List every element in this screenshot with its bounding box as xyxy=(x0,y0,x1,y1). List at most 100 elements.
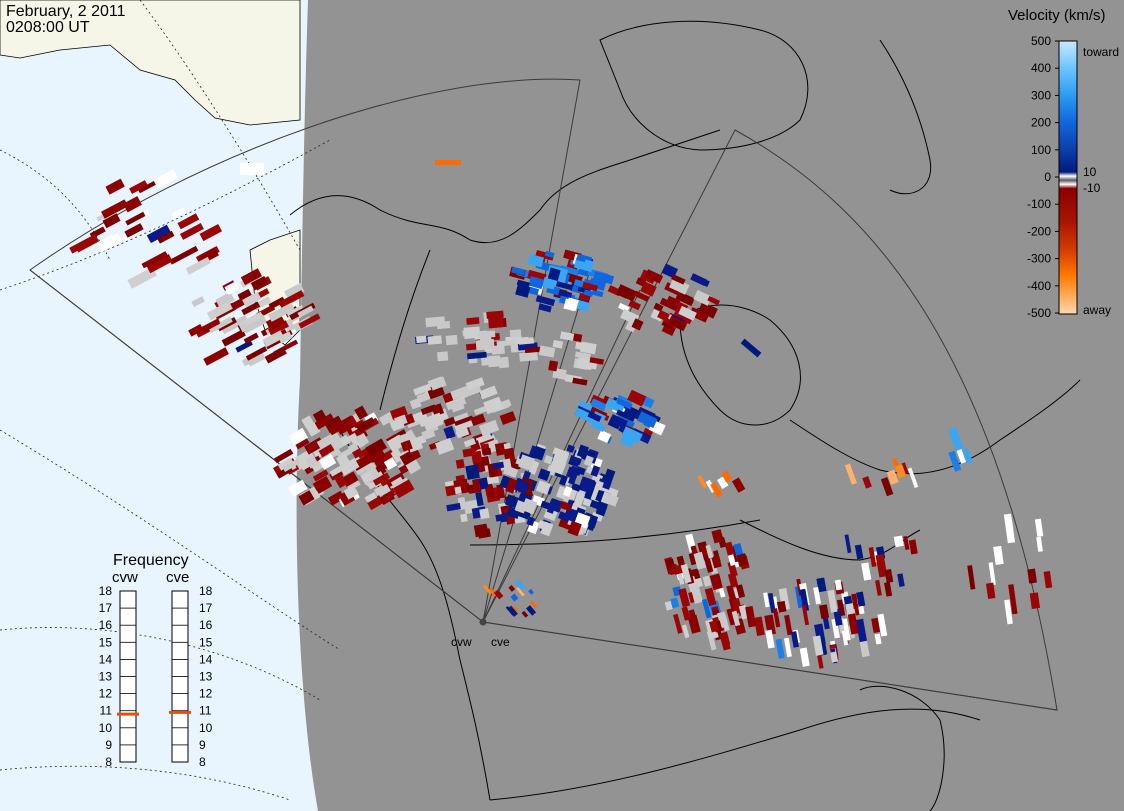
echo-cell xyxy=(884,581,893,597)
echo-cell xyxy=(681,624,690,639)
echo-cell xyxy=(593,271,615,285)
echo-cell xyxy=(318,443,335,458)
echo-cell xyxy=(528,276,545,290)
echo-cell xyxy=(356,417,376,433)
echo-cell xyxy=(482,447,492,456)
echo-cell xyxy=(340,432,358,446)
echo-cell xyxy=(101,199,129,219)
echo-cell xyxy=(572,377,588,386)
echo-cell xyxy=(678,305,697,321)
frequency-tick-right: 13 xyxy=(199,670,213,684)
legend-tick-label: -300 xyxy=(1027,252,1051,266)
echo-cell xyxy=(365,438,387,458)
night-region xyxy=(296,0,1124,811)
echo-cell xyxy=(851,593,859,610)
echo-cell xyxy=(707,295,721,306)
echo-cell xyxy=(705,544,714,559)
echo-cell xyxy=(475,491,484,507)
echo-cell xyxy=(123,196,142,213)
echo-cell xyxy=(711,554,722,569)
legend-tick-label: 400 xyxy=(1031,61,1051,75)
echo-cell xyxy=(481,355,501,366)
echo-cell xyxy=(503,447,516,463)
echo-cell xyxy=(483,584,492,595)
echo-cell xyxy=(897,573,905,587)
echo-cell xyxy=(721,470,732,483)
echo-cell xyxy=(669,277,690,295)
echo-cell xyxy=(664,295,681,311)
echo-cell xyxy=(488,587,498,597)
echo-cell xyxy=(886,469,899,485)
echo-cell xyxy=(97,233,123,253)
frequency-tick-right: 9 xyxy=(199,738,206,752)
legend-tick-label: 100 xyxy=(1031,143,1051,157)
echo-cell xyxy=(597,429,612,444)
echo-cell xyxy=(486,485,495,499)
echo-cell xyxy=(262,330,285,348)
echo-cell xyxy=(69,234,98,254)
echo-cell xyxy=(764,614,776,636)
echo-cell xyxy=(422,412,444,431)
echo-cell xyxy=(141,251,168,269)
echo-cell xyxy=(507,605,518,617)
echo-cell xyxy=(956,448,967,464)
echo-cell xyxy=(379,491,395,506)
echo-cell xyxy=(555,281,574,291)
echo-cell xyxy=(618,302,630,313)
frequency-columns xyxy=(117,590,191,763)
frequency-tick-right: 12 xyxy=(199,687,213,701)
legend-near-zero-neg: -10 xyxy=(1083,181,1101,195)
echo-cell xyxy=(495,513,509,522)
echo-cell xyxy=(710,481,723,498)
echo-cell xyxy=(566,444,575,453)
echo-cell xyxy=(314,413,335,430)
echo-cell xyxy=(437,351,449,362)
echo-cell xyxy=(799,647,810,667)
echo-cell xyxy=(390,417,405,432)
echo-cell xyxy=(328,420,347,436)
echo-cell xyxy=(435,160,461,165)
echo-cell xyxy=(671,274,686,285)
echo-cell xyxy=(221,329,246,347)
echo-cell xyxy=(443,425,456,440)
echo-cell xyxy=(726,584,736,601)
echo-cell xyxy=(727,572,739,588)
echo-cell xyxy=(383,457,398,471)
echo-cell xyxy=(278,331,293,344)
echo-cell xyxy=(450,385,471,401)
echo-cell xyxy=(590,398,607,412)
site-label-cve: cve xyxy=(491,635,510,649)
echo-cell xyxy=(1043,571,1053,589)
echo-cell xyxy=(288,479,308,497)
echo-cell xyxy=(443,416,456,427)
echo-cell xyxy=(985,582,996,599)
echo-cell xyxy=(582,281,598,292)
echo-cell xyxy=(664,600,673,611)
legend-ticks: 500 400 300 200 100 0 -100 -200 -300 -400 -500 xyxy=(1027,34,1059,320)
echo-cell xyxy=(528,460,540,475)
echo-cell xyxy=(475,338,495,351)
echo-cell xyxy=(511,605,519,613)
echo-cell xyxy=(298,313,321,329)
echo-cell xyxy=(558,289,573,299)
echo-cell xyxy=(338,457,360,476)
echo-cell xyxy=(242,291,262,308)
echo-cell xyxy=(993,545,1004,565)
echo-cell xyxy=(868,547,877,568)
echo-cell xyxy=(587,411,602,422)
echo-cell xyxy=(820,637,828,655)
echo-cell xyxy=(265,313,286,331)
echo-cell xyxy=(595,503,608,517)
echo-cell xyxy=(191,296,205,308)
echo-cell xyxy=(505,606,515,616)
echo-cell xyxy=(354,460,374,476)
echo-cell xyxy=(628,299,641,311)
echo-cell xyxy=(765,629,775,649)
frequency-tick-left: 15 xyxy=(99,635,113,649)
echo-cell xyxy=(565,297,579,311)
echo-cell xyxy=(563,507,577,521)
echo-cell xyxy=(855,618,867,643)
echo-cell xyxy=(305,455,319,469)
echo-cell xyxy=(538,345,556,358)
echo-cell xyxy=(697,475,708,489)
